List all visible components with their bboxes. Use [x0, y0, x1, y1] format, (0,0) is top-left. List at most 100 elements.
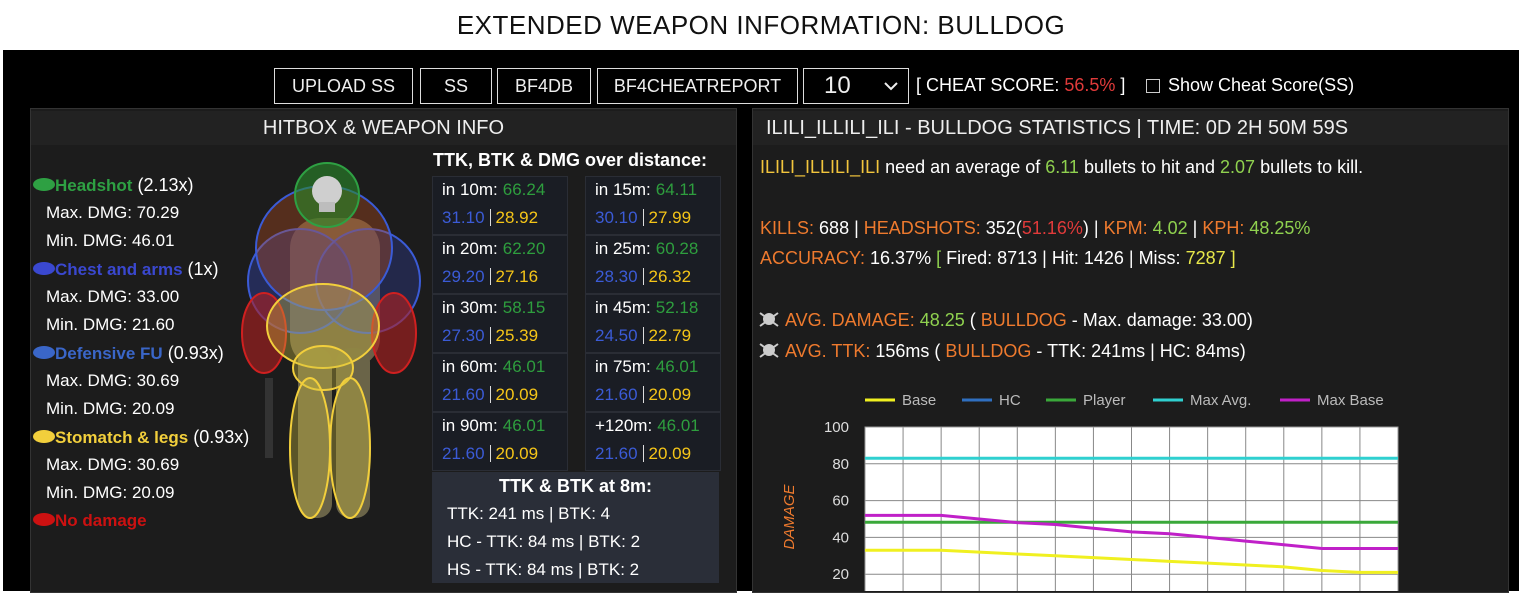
- legend-label: HC: [999, 392, 1021, 409]
- cell-damage: 46.01: [502, 357, 546, 376]
- zone-stat: Min. DMG: 46.01: [46, 231, 175, 250]
- zone-multiplier: (0.93x): [193, 427, 250, 447]
- text-segment: 16.37%: [865, 248, 937, 268]
- text-segment: KPM:: [1103, 218, 1148, 238]
- zone-stat: Min. DMG: 20.09: [46, 399, 175, 418]
- y-tick-label: 60: [832, 493, 849, 510]
- text-segment: ACCURACY:: [760, 248, 866, 268]
- cell-line: in 15m: 64.11: [595, 180, 697, 200]
- text-line: AVG. DAMAGE: 48.25 ( BULLDOG - Max. dama…: [785, 310, 1253, 331]
- legend-label: Player: [1083, 392, 1126, 409]
- ttk-line: HC - TTK: 84 ms | BTK: 2: [447, 532, 641, 551]
- distance-cell: in 15m: 64.11 30.10 27.99: [585, 176, 721, 235]
- toolbar-button[interactable]: SS: [420, 68, 492, 104]
- separator: [642, 327, 644, 344]
- cell-line: 21.60 20.09: [442, 444, 538, 464]
- zone-row: No damage: [33, 511, 147, 531]
- cell-line: in 10m: 66.24: [442, 180, 545, 200]
- text-segment: - TTK: 241ms | HC: 84ms): [1031, 341, 1246, 361]
- zone-row: Chest and arms (1x): [33, 259, 219, 280]
- text-segment: - Max. damage: 33.00): [1066, 310, 1253, 330]
- ttk-line: TTK: 241 ms | BTK: 4: [447, 504, 611, 523]
- zone-dot: [33, 262, 55, 275]
- zone-dot: [33, 513, 55, 526]
- text-segment: 4.02: [1147, 218, 1188, 238]
- text-segment: 7287 ]: [1185, 248, 1236, 268]
- cell-line: in 90m: 46.01: [442, 416, 545, 436]
- text-line: ILILI_ILLILI_ILI need an average of 6.11…: [760, 157, 1363, 178]
- checkbox-label[interactable]: Show Cheat Score(SS): [1168, 75, 1355, 95]
- cell-damage: 64.11: [655, 180, 698, 199]
- cell-line: in 60m: 46.01: [442, 357, 545, 377]
- text-segment: 48.25: [914, 310, 965, 330]
- cell-label: in 25m:: [595, 239, 651, 258]
- text-line: AVG. TTK: 156ms ( BULLDOG - TTK: 241ms |…: [785, 341, 1246, 362]
- soldier-figure: [241, 162, 421, 519]
- cell-min: 20.09: [648, 385, 692, 404]
- text-segment: [ CHEAT SCORE:: [916, 75, 1065, 95]
- select-value: 10: [824, 72, 851, 99]
- zone-dot: [33, 346, 55, 359]
- y-axis-label: DAMAGE: [781, 484, 798, 550]
- toolbar-button[interactable]: BF4CHEATREPORT: [597, 68, 798, 104]
- distance-cell: in 75m: 46.01 21.60 20.09: [585, 353, 721, 412]
- text-segment: BULLDOG: [945, 341, 1032, 361]
- separator: [489, 445, 491, 462]
- text-segment: 51.16%: [1021, 218, 1083, 238]
- text-segment: Fired: 8713 | Hit: 1426 | Miss:: [941, 248, 1186, 268]
- zone-row: Stomatch & legs (0.93x): [33, 427, 249, 448]
- select-chevron: [884, 82, 898, 91]
- text-segment: ILILI_ILLILI_ILI: [760, 157, 881, 177]
- cell-line: 21.60 20.09: [595, 385, 691, 405]
- cell-label: in 90m:: [442, 416, 498, 435]
- cell-min: 27.99: [648, 208, 692, 227]
- damage-chart: 20 40 60 80 100 DAMAGE Base HC Player Max Avg. Max…: [781, 392, 1399, 591]
- y-tick-label: 20: [832, 566, 849, 583]
- cell-damage: 62.20: [502, 239, 546, 258]
- text-segment: KPH:: [1202, 218, 1245, 238]
- cell-max: 31.10: [442, 208, 485, 227]
- cell-max: 28.30: [595, 267, 638, 286]
- separator: [642, 268, 644, 285]
- text-segment: BULLDOG: [980, 310, 1067, 330]
- cell-max: 21.60: [442, 444, 485, 463]
- legend-label: Max Avg.: [1190, 392, 1251, 409]
- distance-select[interactable]: 10: [803, 68, 909, 104]
- cell-label: in 60m:: [442, 357, 498, 376]
- distance-cell: in 45m: 52.18 24.50 22.79: [585, 294, 721, 353]
- cell-min: 27.16: [495, 267, 539, 286]
- cheat-score: [ CHEAT SCORE: 56.5% ]: [916, 75, 1125, 96]
- cell-max: 30.10: [595, 208, 638, 227]
- cell-max: 24.50: [595, 326, 638, 345]
- toolbar-button[interactable]: UPLOAD SS: [274, 68, 413, 104]
- text-segment: 2.07: [1220, 157, 1256, 177]
- cell-line: in 20m: 62.20: [442, 239, 545, 259]
- text-segment: 56.5%: [1064, 75, 1116, 95]
- cell-damage: 46.01: [655, 357, 699, 376]
- text-segment: (: [964, 310, 981, 330]
- distance-cell: in 25m: 60.28 28.30 26.32: [585, 235, 721, 294]
- cell-line: 29.20 27.16: [442, 267, 538, 287]
- text-segment: bullets to kill.: [1255, 157, 1364, 177]
- zone-multiplier: (1x): [187, 259, 219, 279]
- toolbar-button[interactable]: BF4DB: [497, 68, 591, 104]
- cell-label: in 20m:: [442, 239, 498, 258]
- ttk-title: TTK & BTK at 8m:: [499, 476, 652, 496]
- separator: [489, 386, 491, 403]
- zone-dot: [33, 430, 55, 443]
- cell-label: +120m:: [595, 416, 653, 435]
- zone-name: No damage: [55, 511, 147, 530]
- cell-damage: 66.24: [502, 180, 546, 199]
- zone-stat: Max. DMG: 30.69: [46, 371, 180, 390]
- zone-stat: Max. DMG: 33.00: [46, 287, 180, 306]
- cell-min: 26.32: [648, 267, 692, 286]
- text-segment: 156ms (: [870, 341, 946, 361]
- checkbox[interactable]: [1146, 79, 1160, 93]
- cell-line: 28.30 26.32: [595, 267, 691, 287]
- text-segment: 48.25%: [1244, 218, 1311, 238]
- cell-min: 22.79: [648, 326, 692, 345]
- distance-title: TTK, BTK & DMG over distance:: [433, 150, 708, 170]
- text-segment: KILLS:: [760, 218, 815, 238]
- text-line: ACCURACY: 16.37% [ Fired: 8713 | Hit: 14…: [760, 248, 1236, 269]
- page-header: EXTENDED WEAPON INFORMATION: BULLDOG: [3, 0, 1519, 50]
